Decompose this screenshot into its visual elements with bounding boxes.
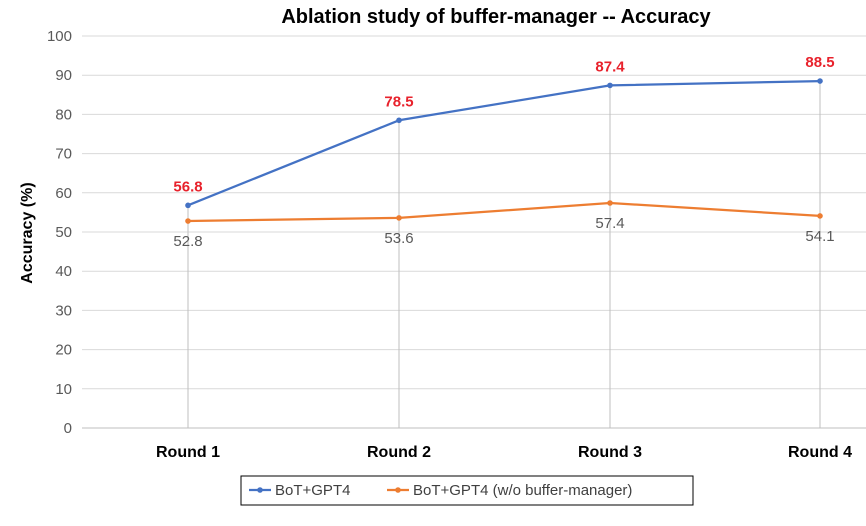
legend: BoT+GPT4 BoT+GPT4 (w/o buffer-manager) xyxy=(240,475,694,506)
data-point xyxy=(817,78,823,84)
y-tick-label: 10 xyxy=(55,381,72,398)
data-labels: 56.8 78.5 87.4 88.5 52.8 53.6 57.4 54.1 xyxy=(173,54,834,250)
y-tick-label: 0 xyxy=(64,420,72,437)
legend-items: BoT+GPT4 BoT+GPT4 (w/o buffer-manager) xyxy=(249,482,632,499)
data-label: 53.6 xyxy=(384,230,413,247)
y-tick-label: 30 xyxy=(55,302,72,319)
series-line xyxy=(187,79,821,207)
data-point xyxy=(185,218,191,224)
data-label: 57.4 xyxy=(595,215,624,232)
y-tick-label: 60 xyxy=(55,185,72,202)
legend-label: BoT+GPT4 (w/o buffer-manager) xyxy=(413,482,632,499)
data-point xyxy=(185,202,191,209)
legend-marker xyxy=(257,487,263,493)
data-point xyxy=(607,82,613,89)
drop-lines xyxy=(187,81,821,428)
y-tick-label: 80 xyxy=(55,106,72,123)
chart-title: Ablation study of buffer-manager -- Accu… xyxy=(281,6,711,28)
x-tick-label: Round 3 xyxy=(578,444,642,461)
legend-marker xyxy=(395,487,401,493)
data-point xyxy=(396,215,402,221)
data-label: 78.5 xyxy=(384,93,413,110)
data-label: 88.5 xyxy=(805,54,834,71)
y-tick-label: 100 xyxy=(47,28,72,45)
y-tick-label: 40 xyxy=(55,263,72,280)
data-label: 56.8 xyxy=(173,178,202,195)
x-tick-label: Round 4 xyxy=(788,444,852,461)
x-tick-label: Round 1 xyxy=(156,444,220,461)
gridlines xyxy=(82,35,866,390)
x-tick-label: Round 2 xyxy=(367,444,431,461)
axes: 0 10 20 30 40 50 60 70 80 90 100 Round 1 Round 2 Roun… xyxy=(47,28,866,461)
data-point xyxy=(607,200,613,206)
data-point xyxy=(396,117,402,124)
series-lines xyxy=(185,78,823,224)
data-label: 87.4 xyxy=(595,58,625,75)
legend-label: BoT+GPT4 xyxy=(275,482,350,499)
legend-box xyxy=(240,475,694,506)
y-tick-label: 20 xyxy=(55,342,72,359)
y-axis-label: Accuracy (%) xyxy=(19,182,36,283)
y-tick-label: 50 xyxy=(55,224,72,241)
data-label: 52.8 xyxy=(173,233,202,250)
y-tick-label: 90 xyxy=(55,67,72,84)
y-tick-label: 70 xyxy=(55,146,72,163)
data-label: 54.1 xyxy=(805,228,834,245)
data-point xyxy=(817,213,823,219)
series-line xyxy=(187,201,821,223)
